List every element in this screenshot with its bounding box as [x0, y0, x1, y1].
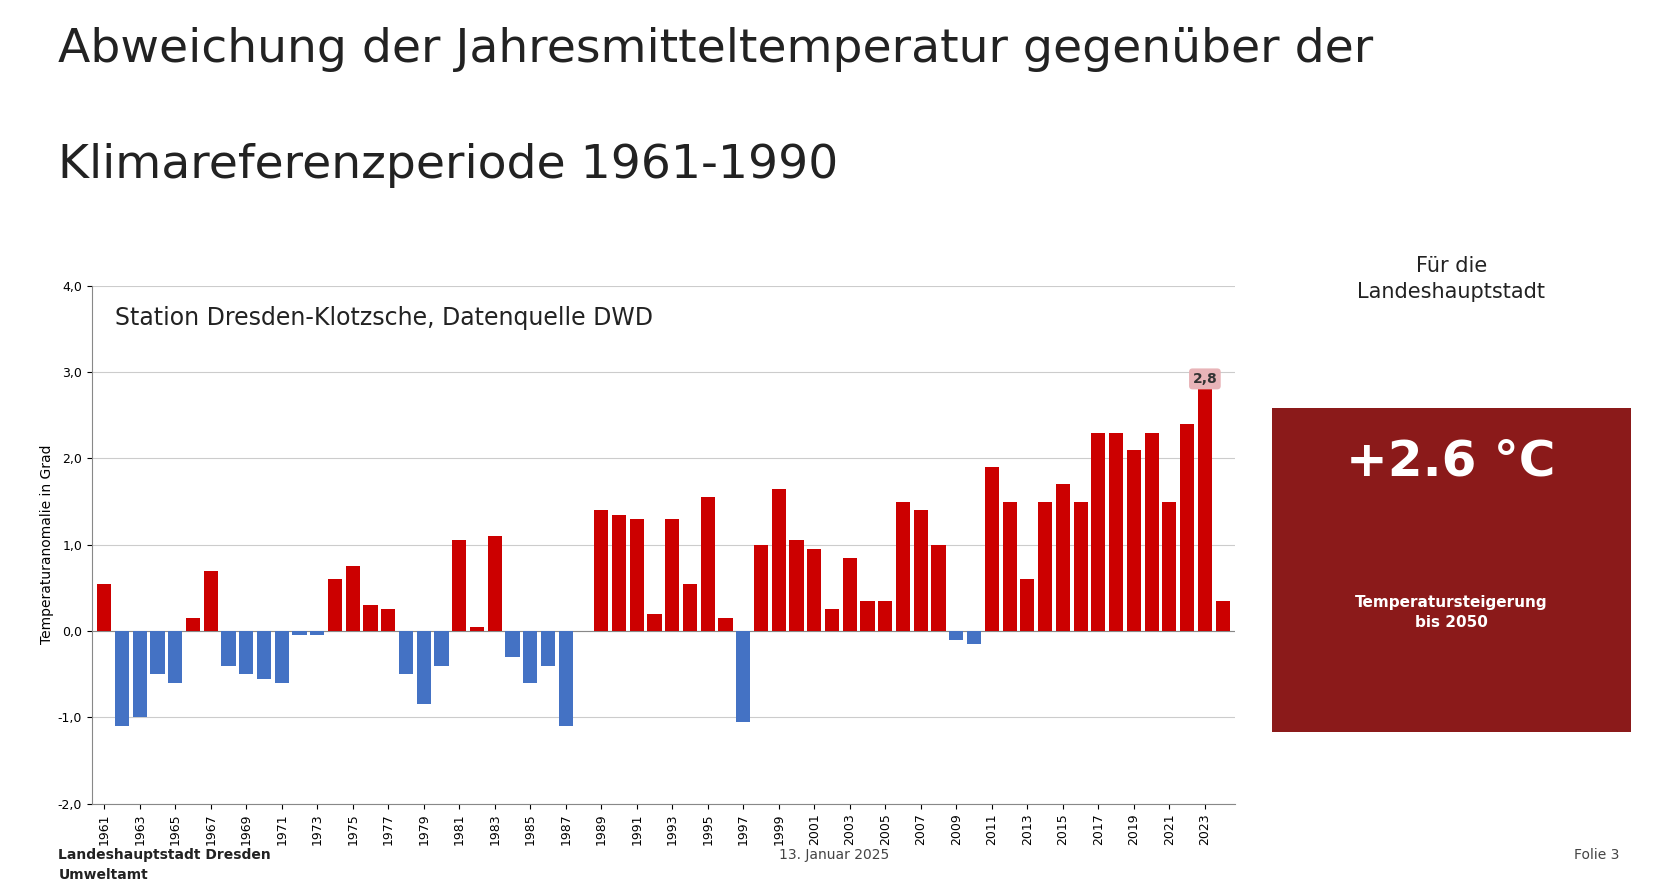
Bar: [613, 514, 626, 631]
Bar: [1092, 432, 1105, 631]
Bar: [310, 631, 324, 636]
Bar: [222, 631, 235, 665]
Bar: [97, 584, 112, 631]
Text: Klimareferenzperiode 1961-1990: Klimareferenzperiode 1961-1990: [58, 143, 838, 188]
Bar: [824, 610, 840, 631]
Bar: [471, 627, 484, 631]
Bar: [931, 545, 946, 631]
Bar: [364, 605, 377, 631]
Bar: [1215, 601, 1230, 631]
Bar: [292, 631, 307, 636]
Bar: [1003, 502, 1016, 631]
Bar: [1162, 502, 1177, 631]
Text: Temperatursteigerung
bis 2050: Temperatursteigerung bis 2050: [1355, 595, 1547, 630]
Bar: [648, 613, 661, 631]
Bar: [966, 631, 981, 644]
Bar: [629, 519, 644, 631]
Bar: [1073, 502, 1088, 631]
Bar: [789, 540, 804, 631]
Bar: [522, 631, 537, 683]
Text: +2.6 °C: +2.6 °C: [1347, 438, 1556, 486]
Bar: [666, 519, 679, 631]
Bar: [185, 618, 200, 631]
Bar: [399, 631, 414, 674]
Bar: [808, 549, 821, 631]
Y-axis label: Temperaturanomalie in Grad: Temperaturanomalie in Grad: [40, 445, 53, 645]
Bar: [754, 545, 768, 631]
Bar: [327, 580, 342, 631]
Bar: [204, 571, 219, 631]
Bar: [275, 631, 289, 683]
Bar: [381, 610, 396, 631]
Bar: [878, 601, 893, 631]
Bar: [417, 631, 431, 705]
Bar: [257, 631, 270, 679]
Bar: [1198, 389, 1212, 631]
Bar: [594, 510, 609, 631]
Bar: [506, 631, 519, 657]
Bar: [452, 540, 466, 631]
Bar: [718, 618, 733, 631]
Bar: [559, 631, 572, 726]
Bar: [115, 631, 129, 726]
Bar: [771, 488, 786, 631]
Bar: [701, 497, 714, 631]
Bar: [434, 631, 449, 665]
Bar: [736, 631, 751, 722]
Bar: [913, 510, 928, 631]
Bar: [1127, 450, 1142, 631]
Text: 2,8: 2,8: [1193, 371, 1217, 386]
Bar: [1056, 484, 1070, 631]
Bar: [985, 467, 1000, 631]
Bar: [541, 631, 556, 665]
Bar: [950, 631, 963, 639]
Text: Folie 3: Folie 3: [1574, 848, 1619, 863]
Bar: [487, 536, 502, 631]
Text: 13. Januar 2025: 13. Januar 2025: [779, 848, 890, 863]
Bar: [345, 566, 361, 631]
Bar: [132, 631, 147, 717]
Bar: [150, 631, 165, 674]
Bar: [843, 557, 856, 631]
Bar: [896, 502, 910, 631]
Bar: [239, 631, 254, 674]
Bar: [861, 601, 875, 631]
Bar: [1108, 432, 1123, 631]
Text: Abweichung der Jahresmitteltemperatur gegenüber der: Abweichung der Jahresmitteltemperatur ge…: [58, 27, 1374, 71]
Text: Station Dresden-Klotzsche, Datenquelle DWD: Station Dresden-Klotzsche, Datenquelle D…: [115, 306, 653, 330]
Text: Landeshauptstadt Dresden
Umweltamt: Landeshauptstadt Dresden Umweltamt: [58, 848, 270, 882]
Text: Für die
Landeshauptstadt: Für die Landeshauptstadt: [1357, 256, 1545, 302]
Bar: [1272, 408, 1631, 732]
Bar: [1020, 580, 1035, 631]
Bar: [1180, 424, 1195, 631]
Bar: [1038, 502, 1051, 631]
Bar: [169, 631, 182, 683]
Bar: [1145, 432, 1158, 631]
Bar: [683, 584, 698, 631]
